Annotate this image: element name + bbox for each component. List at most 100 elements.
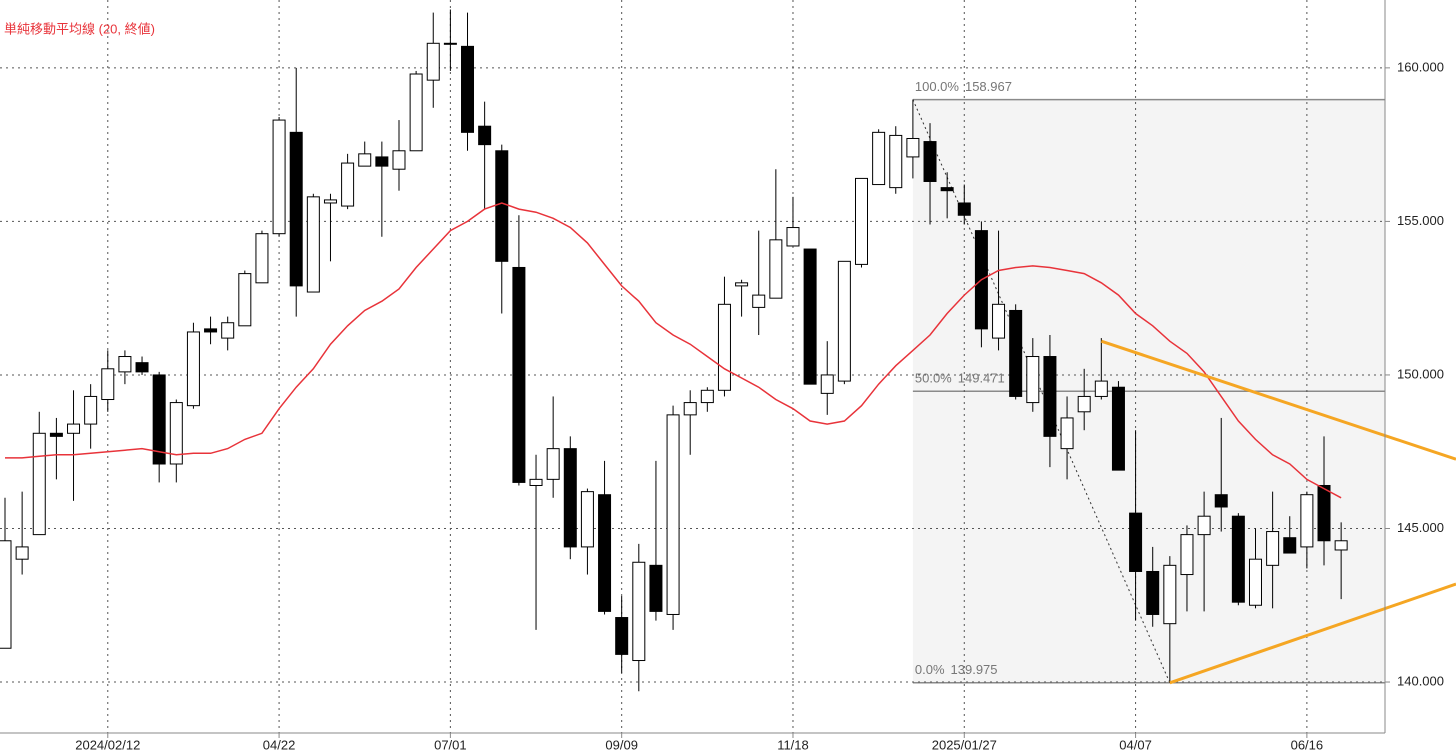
candle-body: [855, 177, 868, 265]
candle-body: [67, 423, 81, 434]
x-tick-label: 2025/01/27: [932, 737, 997, 752]
candle-body: [1231, 515, 1245, 603]
candle-body: [461, 45, 475, 133]
candle-body: [1248, 558, 1262, 606]
candle-body: [615, 617, 629, 655]
candle-body: [169, 402, 183, 465]
moving-average-line: [5, 202, 1342, 499]
y-tick-label: 150.000: [1397, 366, 1444, 381]
candle-body: [426, 42, 440, 81]
candle-body: [837, 260, 851, 382]
candle-body: [1317, 484, 1331, 542]
candle-body: [940, 187, 954, 192]
fib-percent: 50.0%: [915, 371, 952, 386]
candle-body: [1334, 540, 1348, 551]
fib-price: 149.471: [958, 371, 1005, 386]
candle-body: [666, 414, 680, 615]
candle-body: [529, 478, 543, 486]
candle-body: [1009, 309, 1023, 397]
candle-body: [632, 561, 646, 662]
candle-body: [872, 131, 886, 186]
x-tick-label: 2024/02/12: [75, 737, 140, 752]
candle-body: [15, 546, 29, 560]
candle-body: [204, 328, 218, 333]
candle-body: [495, 150, 509, 262]
candle-body: [238, 273, 252, 327]
fib-anchor-line: [912, 99, 1171, 683]
candle-body: [135, 362, 149, 373]
x-tick-label: 09/09: [605, 737, 638, 752]
candle-body: [1266, 531, 1280, 566]
candle-body: [683, 402, 697, 416]
candle-body: [358, 153, 372, 167]
candle-body: [221, 322, 235, 339]
candle-body: [1129, 512, 1143, 572]
candle-body: [392, 150, 406, 170]
fib-percent: 0.0%: [915, 662, 945, 677]
candle-body: [1180, 534, 1194, 576]
candle-body: [306, 196, 320, 293]
candle-body: [735, 282, 749, 287]
candle-body: [255, 233, 269, 284]
x-tick-label: 07/01: [434, 737, 467, 752]
candle-body: [1300, 494, 1314, 548]
candle-body: [0, 540, 12, 649]
candle-body: [786, 227, 800, 247]
candle-body: [906, 137, 920, 158]
candle-body: [700, 389, 714, 404]
candle-body: [820, 374, 834, 394]
x-tick-label: 11/18: [777, 737, 809, 752]
candle-body: [272, 119, 286, 235]
marks-layer: [0, 9, 1348, 692]
x-tick-label: 04/22: [263, 737, 296, 752]
y-tick-label: 140.000: [1397, 673, 1444, 688]
candle-body: [752, 294, 766, 308]
fib-price: 158.967: [965, 79, 1012, 94]
candle-body: [323, 199, 337, 204]
candle-body: [152, 374, 166, 465]
candle-body: [409, 73, 423, 152]
candle-body: [1111, 386, 1125, 471]
candle-body: [580, 491, 594, 548]
candle-body: [923, 141, 937, 182]
candle-body: [992, 303, 1006, 339]
candle-body: [1094, 380, 1108, 397]
candle-body: [803, 248, 817, 385]
candle-body: [186, 331, 200, 407]
x-tick-label: 06/16: [1291, 737, 1324, 752]
fib-percent: 100.0%: [915, 79, 960, 94]
candle-body: [563, 448, 577, 548]
candle-body: [32, 432, 46, 536]
trendline: [1169, 582, 1456, 685]
y-tick-label: 160.000: [1397, 59, 1444, 74]
candle-body: [1026, 356, 1040, 404]
candle-body: [118, 356, 132, 373]
candle-body: [1197, 515, 1211, 536]
over-layer: 100.0% 158.967 50.0% 149.471 0.0% 139.975: [5, 79, 1456, 685]
candle-body: [649, 564, 663, 612]
candle-body: [289, 131, 303, 287]
candle-body: [598, 494, 612, 612]
candle-body: [1214, 494, 1228, 508]
x-tick-label: 04/07: [1119, 737, 1152, 752]
candle-body: [375, 156, 389, 167]
candle-body: [546, 448, 560, 480]
candle-body: [1060, 417, 1074, 450]
y-tick-label: 155.000: [1397, 213, 1444, 228]
candle-body: [1283, 537, 1297, 554]
candle-body: [84, 395, 98, 425]
candle-body: [341, 162, 355, 207]
candle-body: [1163, 564, 1177, 625]
candle-body: [478, 125, 492, 146]
trendline: [1100, 339, 1456, 461]
fib-price: 139.975: [951, 662, 998, 677]
y-tick-label: 145.000: [1397, 520, 1444, 535]
candle-body: [49, 432, 63, 437]
candle-body: [443, 42, 457, 45]
candle-body: [1043, 356, 1057, 437]
candle-body: [889, 134, 903, 189]
candle-body: [1146, 570, 1160, 615]
legend-entry: 単純移動平均線 (20, 終値): [4, 21, 155, 36]
candle-body: [512, 266, 526, 483]
